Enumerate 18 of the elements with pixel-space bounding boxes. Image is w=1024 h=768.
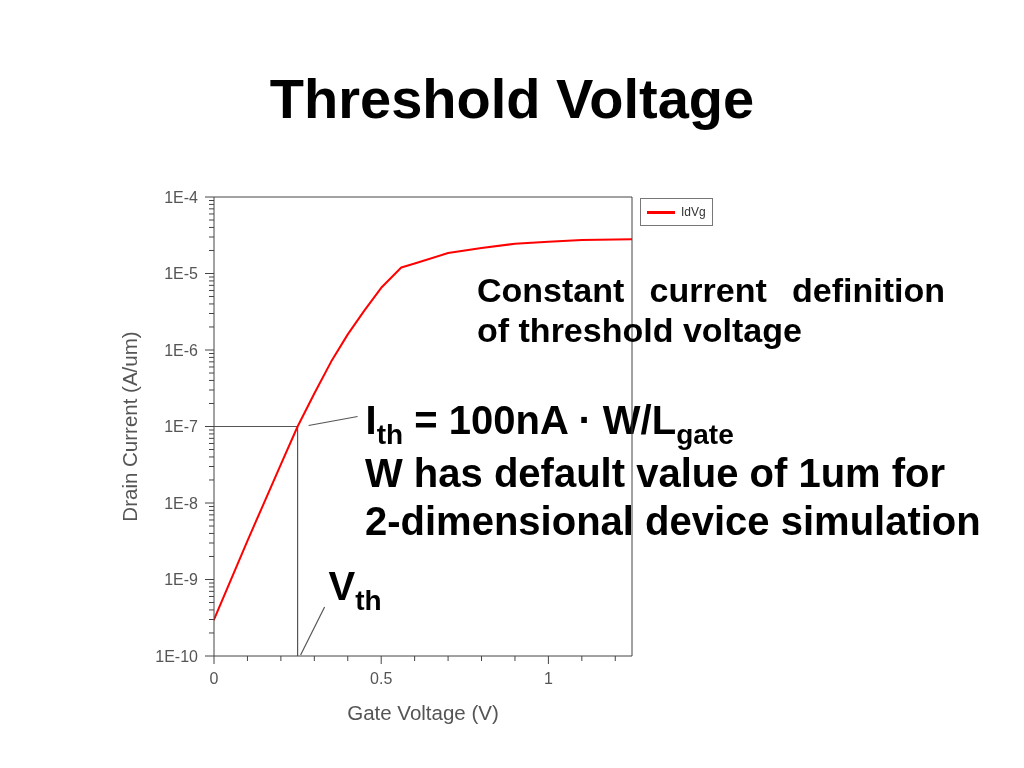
ref-line-label: V$_{th}$ bbox=[328, 564, 382, 616]
y-tick-label: 1E-7 bbox=[164, 418, 199, 436]
chart-title: Threshold Voltage bbox=[268, 67, 756, 130]
y-tick-label: 1E-5 bbox=[164, 265, 199, 283]
x-axis-title: Gate Voltage (V) bbox=[347, 701, 499, 724]
x-tick-label: 0 bbox=[209, 670, 219, 688]
annotation: Constant current definition of threshold voltage bbox=[477, 270, 945, 350]
y-tick-label: 1E-9 bbox=[164, 571, 199, 589]
legend-label: IdVg bbox=[681, 205, 706, 219]
x-tick-label: 1 bbox=[543, 670, 553, 688]
y-axis-title: Drain Current (A/um) bbox=[117, 331, 141, 522]
y-tick-label: 1E-10 bbox=[155, 647, 199, 665]
ref-line-label: I$_{th}$ = 100nA · W/L$_{gate}$ bbox=[365, 397, 734, 450]
y-tick-label: 1E-8 bbox=[164, 494, 199, 512]
y-tick-label: 1E-6 bbox=[164, 341, 199, 359]
y-tick-label: 1E-4 bbox=[164, 188, 199, 206]
annotation: W has default value of 1um for 2-dimensional device simulation bbox=[365, 450, 982, 545]
x-tick-label: 0.5 bbox=[370, 670, 393, 688]
